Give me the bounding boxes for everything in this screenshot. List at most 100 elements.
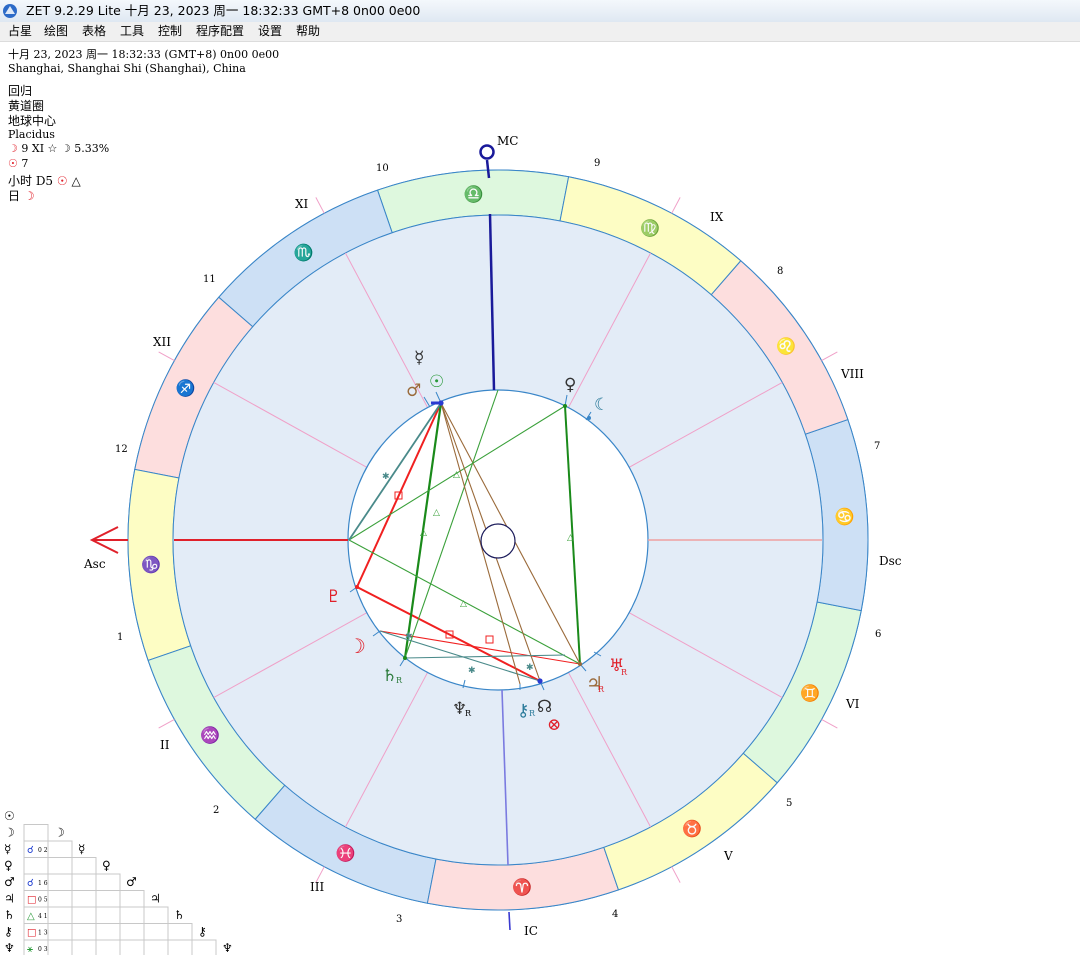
menu-table[interactable]: 表格 bbox=[82, 24, 107, 38]
sun-icon: ☉ bbox=[8, 157, 18, 170]
moon-icon: ☽ bbox=[348, 634, 366, 658]
grid-aspect-icon: □ bbox=[27, 928, 36, 939]
house-number-1: 1 bbox=[117, 632, 123, 643]
grid-row-label-icon: ☿ bbox=[4, 842, 11, 856]
app-icon bbox=[3, 4, 17, 18]
chiron-icon: ⚷ bbox=[517, 701, 529, 721]
grid-cell bbox=[95, 873, 121, 891]
house-cusp-line bbox=[567, 252, 652, 408]
menu-astrology[interactable]: 占星 bbox=[8, 24, 33, 38]
grid-cell bbox=[47, 857, 73, 875]
trine-marker-icon: △ bbox=[453, 470, 460, 480]
jupiter-icon: ♃ bbox=[586, 673, 603, 695]
menu-control[interactable]: 控制 bbox=[158, 24, 183, 38]
menu-config[interactable]: 程序配置 bbox=[196, 24, 245, 38]
moon-phase-line: ☽ 9 XI ☆ ☽ 5.33% bbox=[8, 142, 109, 155]
house-cusp-tick bbox=[821, 351, 838, 362]
asc-label: Asc bbox=[83, 557, 106, 571]
grid-diagonal-icon: ♄ bbox=[174, 908, 185, 922]
mc-stem bbox=[485, 159, 491, 179]
grid-row-label-icon: ♆ bbox=[4, 941, 15, 955]
north-node-icon: ☊ bbox=[537, 697, 552, 717]
aspect-line bbox=[404, 389, 499, 659]
sun-line: ☉ 7 bbox=[8, 157, 28, 170]
hour-ruler-text: 小时 D5 bbox=[8, 174, 54, 188]
grid-diagonal-icon: ♀ bbox=[102, 859, 111, 873]
house-number-11: 11 bbox=[203, 274, 216, 285]
aspect-line bbox=[348, 405, 566, 541]
retrograde-mark: R bbox=[621, 668, 628, 677]
chart-location: Shanghai, Shanghai Shi (Shanghai), China bbox=[8, 62, 246, 75]
chart-center: 地球中心 bbox=[8, 114, 57, 128]
menu-draw[interactable]: 绘图 bbox=[44, 24, 69, 38]
grid-cell bbox=[23, 857, 49, 875]
grid-cell bbox=[95, 906, 121, 924]
house-number-3: 3 bbox=[396, 914, 402, 925]
house-cusp-tick bbox=[315, 197, 325, 214]
house-number-5: 5 bbox=[786, 798, 792, 809]
grid-cell bbox=[119, 906, 145, 924]
menu-settings[interactable]: 设置 bbox=[258, 24, 283, 38]
house-xii-label: XII bbox=[153, 335, 171, 349]
retrograde-mark: R bbox=[465, 709, 472, 718]
aspect-line bbox=[404, 654, 566, 659]
sun-icon: ☉ bbox=[429, 372, 444, 392]
aspect-line bbox=[379, 630, 581, 665]
chart-datetime: 十月 23, 2023 周一 18:32:33 (GMT+8) 0n00 0e0… bbox=[8, 48, 280, 61]
house-cusp-line bbox=[628, 381, 783, 468]
mars-icon: ♂ bbox=[406, 381, 421, 401]
house-cusp-tick bbox=[158, 351, 175, 362]
earth-center-icon bbox=[480, 523, 516, 559]
menu-help[interactable]: 帮助 bbox=[296, 24, 321, 38]
house-number-8: 8 bbox=[777, 266, 783, 277]
menu-tools[interactable]: 工具 bbox=[120, 24, 145, 38]
retrograde-mark: R bbox=[396, 676, 403, 685]
menu-bar: 占星 绘图 表格 工具 控制 程序配置 设置 帮助 bbox=[0, 22, 1080, 42]
sun-icon: ☉ bbox=[56, 174, 68, 188]
triangle-icon: △ bbox=[71, 174, 81, 188]
grid-aspect-icon: △ bbox=[27, 911, 35, 922]
trine-marker-icon: △ bbox=[420, 528, 427, 538]
aspect-line bbox=[356, 586, 541, 682]
trine-marker-icon: △ bbox=[567, 533, 574, 543]
grid-cell bbox=[95, 890, 121, 908]
grid-orb-text: 0 2 bbox=[38, 847, 48, 854]
grid-row-label-icon: ☉ bbox=[4, 809, 15, 823]
pluto-icon: ♇ bbox=[326, 587, 341, 607]
planet-dots bbox=[355, 400, 591, 684]
ic-label: IC bbox=[524, 924, 538, 938]
gemini-icon: ♊ bbox=[800, 683, 820, 702]
grid-diagonal-icon: ♃ bbox=[150, 892, 161, 906]
house-cusp-line bbox=[567, 672, 652, 828]
ic-stem bbox=[508, 911, 511, 931]
house-cusp-line bbox=[344, 252, 429, 408]
planet-glyphs: ☿ ☉ ♂ ♀ ☾ ♇ ☽ ♄ R ♆ R ⚷ R ☊ ⊗ ♃ R ♅ R bbox=[326, 348, 628, 735]
title-bar: ZET 9.2.29 Lite 十月 23, 2023 周一 18:32:33 … bbox=[0, 0, 1080, 23]
grid-cell bbox=[23, 824, 49, 842]
house-cusp-line bbox=[628, 612, 783, 699]
house-number-2: 2 bbox=[213, 805, 219, 816]
square-marker-icon bbox=[485, 635, 494, 644]
grid-cell bbox=[71, 890, 97, 908]
retrograde-mark: R bbox=[529, 709, 536, 718]
grid-cell bbox=[71, 939, 97, 955]
grid-cell bbox=[119, 890, 145, 908]
aspect-lines bbox=[348, 389, 581, 685]
grid-diagonal-icon: ⚷ bbox=[198, 925, 207, 939]
grid-cell bbox=[143, 923, 169, 941]
grid-orb-text: 1 6 bbox=[38, 880, 48, 887]
house-ix-label: IX bbox=[710, 210, 724, 224]
aquarius-icon: ♒ bbox=[200, 725, 220, 744]
house-number-6: 6 bbox=[875, 629, 881, 640]
neptune-icon: ♆ bbox=[452, 699, 467, 719]
lilith-icon: ☾ bbox=[594, 395, 609, 415]
day-ruler-line: 日 ☽ bbox=[8, 187, 35, 204]
window-title: ZET 9.2.29 Lite 十月 23, 2023 周一 18:32:33 … bbox=[26, 3, 421, 18]
grid-diagonal-icon: ♂ bbox=[126, 875, 137, 889]
aspect-line bbox=[403, 402, 443, 659]
house-v-label: V bbox=[723, 849, 733, 863]
house-xi-label: XI bbox=[295, 197, 309, 211]
aspect-line bbox=[356, 402, 442, 588]
house-cusp-tick bbox=[158, 718, 175, 729]
grid-diagonal-icon: ♆ bbox=[222, 941, 233, 955]
